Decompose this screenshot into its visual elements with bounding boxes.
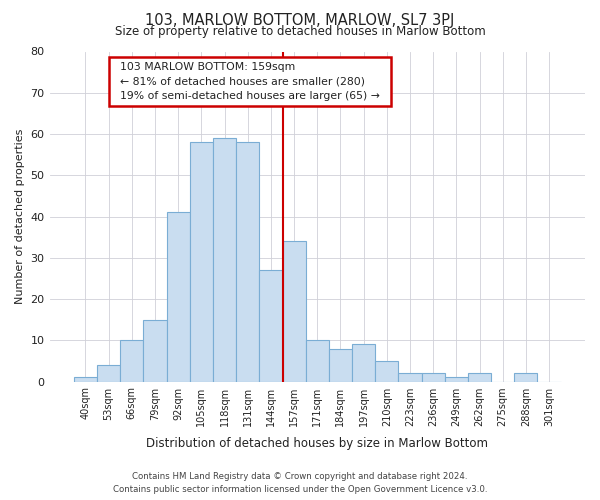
- Bar: [514, 374, 538, 382]
- Y-axis label: Number of detached properties: Number of detached properties: [15, 129, 25, 304]
- Text: 103, MARLOW BOTTOM, MARLOW, SL7 3PJ: 103, MARLOW BOTTOM, MARLOW, SL7 3PJ: [145, 12, 455, 28]
- Bar: [143, 320, 167, 382]
- X-axis label: Distribution of detached houses by size in Marlow Bottom: Distribution of detached houses by size …: [146, 437, 488, 450]
- Bar: [190, 142, 213, 382]
- Text: 103 MARLOW BOTTOM: 159sqm  
  ← 81% of detached houses are smaller (280)  
  19%: 103 MARLOW BOTTOM: 159sqm ← 81% of detac…: [113, 62, 387, 102]
- Text: Contains HM Land Registry data © Crown copyright and database right 2024.
Contai: Contains HM Land Registry data © Crown c…: [113, 472, 487, 494]
- Bar: [259, 270, 283, 382]
- Bar: [74, 378, 97, 382]
- Bar: [213, 138, 236, 382]
- Bar: [422, 374, 445, 382]
- Bar: [398, 374, 422, 382]
- Bar: [468, 374, 491, 382]
- Bar: [305, 340, 329, 382]
- Bar: [167, 212, 190, 382]
- Bar: [120, 340, 143, 382]
- Bar: [445, 378, 468, 382]
- Bar: [329, 348, 352, 382]
- Bar: [352, 344, 375, 382]
- Bar: [375, 361, 398, 382]
- Bar: [283, 242, 305, 382]
- Bar: [236, 142, 259, 382]
- Text: Size of property relative to detached houses in Marlow Bottom: Size of property relative to detached ho…: [115, 25, 485, 38]
- Bar: [97, 365, 120, 382]
